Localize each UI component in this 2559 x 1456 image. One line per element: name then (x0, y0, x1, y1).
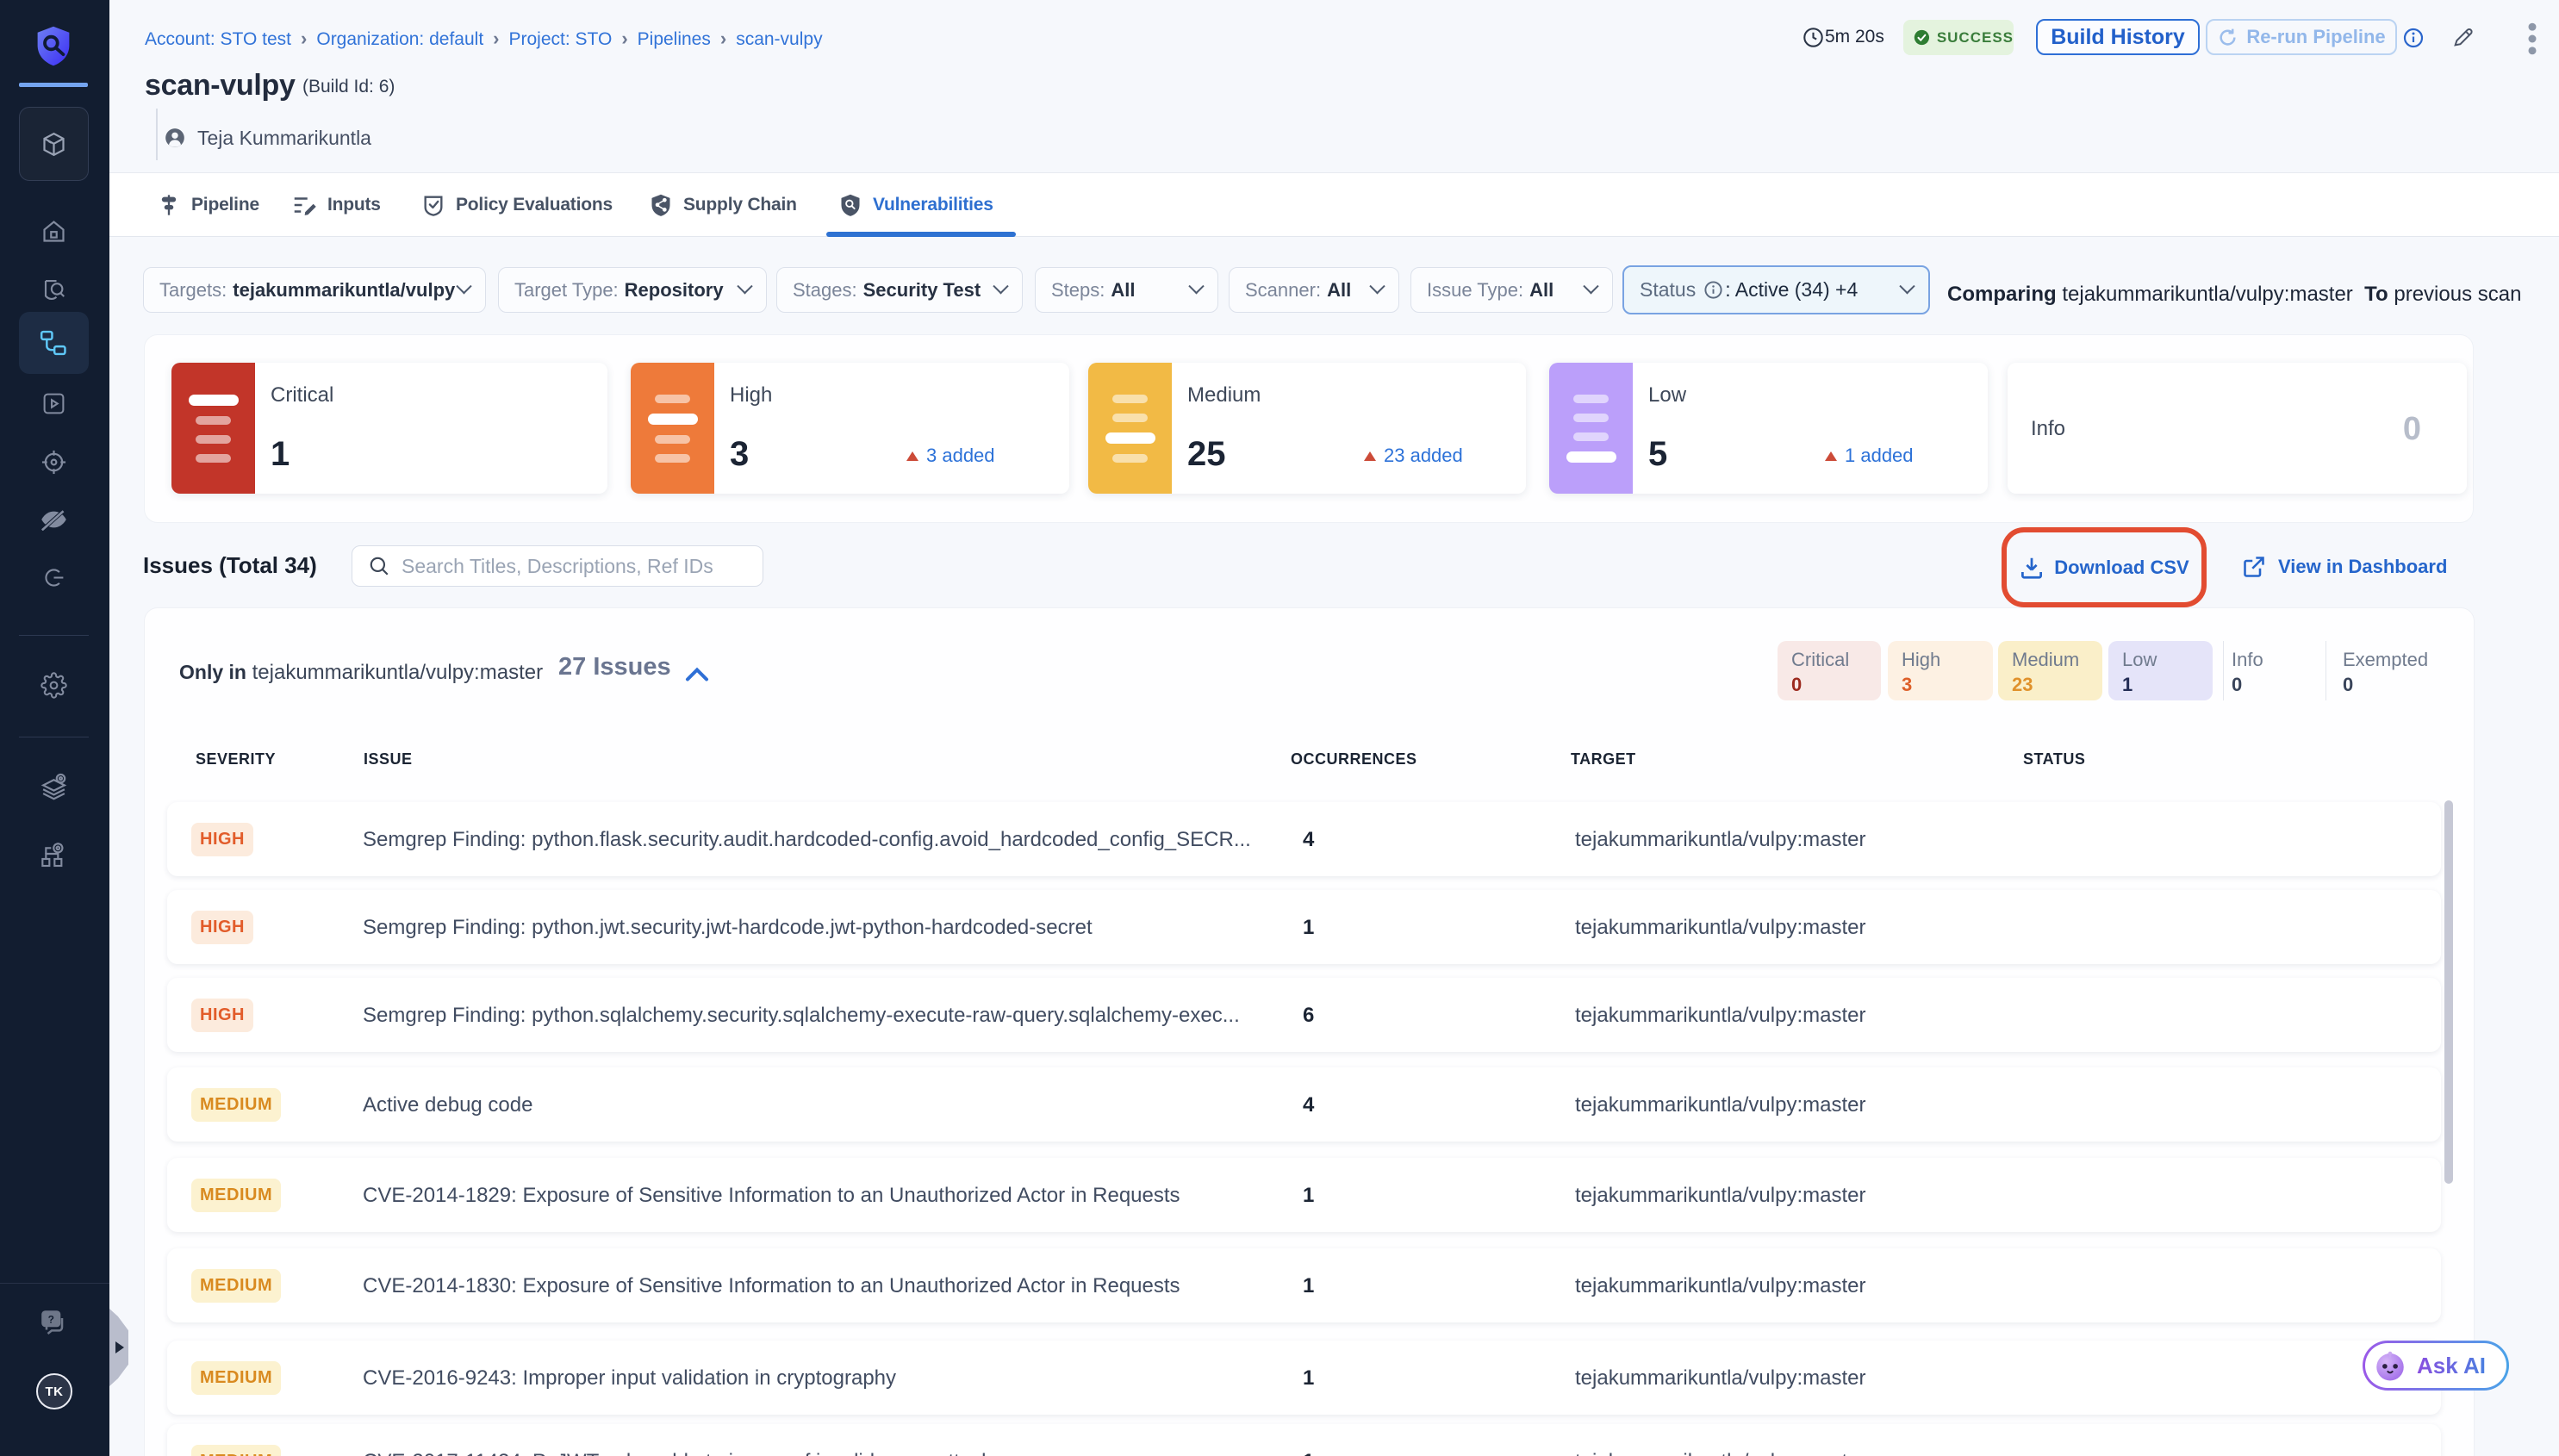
svg-text:?: ? (48, 1313, 54, 1325)
